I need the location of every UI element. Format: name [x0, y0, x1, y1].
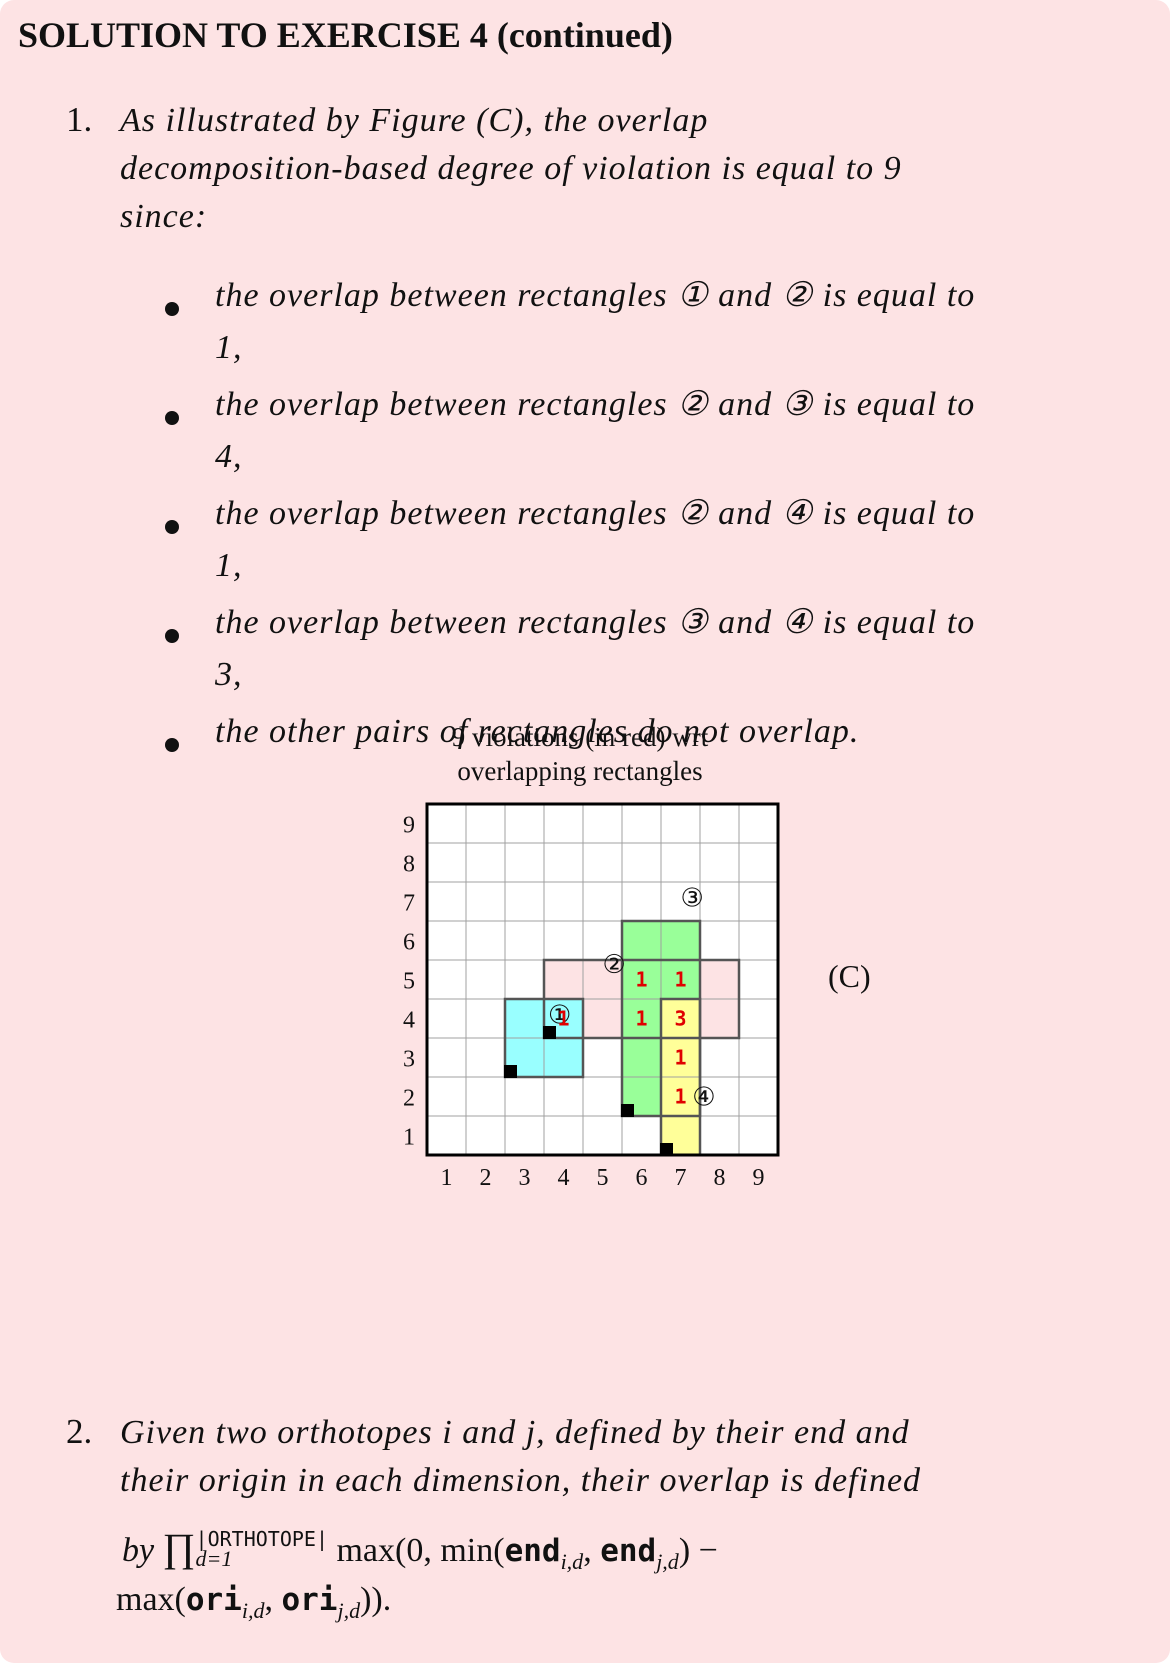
item2-line1: Given two orthotopes i and j, defined by…: [120, 1414, 910, 1451]
bullet-continuation: 3,: [215, 656, 243, 693]
bullet-item: the overlap between rectangles ② and ④ i…: [215, 488, 1135, 592]
bullet-marker: [165, 302, 179, 316]
formula-comma: ,: [264, 1581, 282, 1618]
overlap-formula-line2: max(orii,d, orij,d)).: [116, 1574, 1116, 1637]
violation-value: 1: [674, 1085, 686, 1109]
formula-max2: max(: [116, 1581, 186, 1618]
bullet-continuation: 4,: [215, 438, 243, 475]
rectangle-outline-1: [503, 997, 585, 1079]
bullet-continuation: 1,: [215, 547, 243, 584]
bullet-text: the other pairs of rectangles do not ove…: [215, 713, 860, 750]
bullet-marker: [165, 738, 179, 752]
formula-sub-jd: j,d: [656, 1548, 679, 1574]
violation-value: 1: [674, 968, 686, 992]
overlap-formula: by ∏ |ORTHOTOPE| d=1 max(0, min(endi,d, …: [122, 1522, 1122, 1588]
item1-line2: decomposition-based degree of violation …: [120, 150, 902, 187]
formula-sub-id: i,d: [560, 1548, 584, 1574]
formula-superscript: |ORTHOTOPE|: [195, 1527, 328, 1552]
origin-marker-3: [621, 1104, 634, 1117]
x-tick-label: 5: [597, 1165, 609, 1191]
x-tick-label: 3: [519, 1165, 531, 1191]
page-title: SOLUTION TO EXERCISE 4 (continued): [18, 15, 673, 55]
origin-marker-2: [543, 1026, 556, 1039]
item2-line2: their origin in each dimension, their ov…: [120, 1462, 922, 1499]
rectangle-label-4: ④: [692, 1083, 715, 1113]
rectangle-label-1: ①: [548, 1001, 571, 1031]
violation-value: 1: [635, 968, 647, 992]
formula-by: by: [122, 1532, 155, 1569]
item1-line3: since:: [120, 198, 208, 235]
formula-max-min: max(0, min(: [336, 1532, 505, 1569]
violation-value: 1: [674, 1046, 686, 1070]
formula-subscript: d=1: [195, 1546, 233, 1572]
x-tick-label: 4: [558, 1165, 570, 1191]
bullet-text: the overlap between rectangles ② and ④ i…: [215, 495, 976, 532]
y-tick-label: 5: [403, 969, 415, 995]
y-tick-label: 1: [403, 1125, 415, 1151]
figure-title-line1: 9 violations (in red) wrt: [451, 722, 709, 752]
rectangle-label-2: ②: [603, 950, 626, 980]
y-tick-label: 4: [403, 1008, 415, 1034]
formula-sub-jd: j,d: [337, 1597, 361, 1623]
y-tick-label: 7: [403, 891, 415, 917]
formula-ori-j: ori: [281, 1582, 338, 1618]
figure-label: (C): [828, 958, 871, 994]
y-tick-label: 6: [403, 930, 415, 956]
bullet-text: the overlap between rectangles ① and ② i…: [215, 277, 976, 314]
x-tick-label: 7: [675, 1165, 687, 1191]
formula-end-j: end: [600, 1533, 657, 1569]
formula-close: )).: [360, 1581, 392, 1618]
bullet-item: the overlap between rectangles ① and ② i…: [215, 270, 1135, 374]
x-tick-label: 9: [753, 1165, 765, 1191]
rectangle-label-3: ③: [681, 884, 704, 914]
formula-ori-i: ori: [185, 1582, 242, 1618]
product-symbol: ∏: [162, 1525, 196, 1570]
figure-title-line2: overlapping rectangles: [457, 756, 703, 786]
bullet-continuation: 1,: [215, 329, 243, 366]
bullet-item: the overlap between rectangles ③ and ④ i…: [215, 597, 1135, 701]
bullet-marker: [165, 411, 179, 425]
bullet-item: the other pairs of rectangles do not ove…: [215, 706, 1135, 758]
violation-value: 1: [557, 1007, 569, 1031]
formula-end-i: end: [504, 1533, 561, 1569]
violation-value: 3: [674, 1007, 686, 1031]
x-tick-label: 8: [714, 1165, 726, 1191]
x-tick-label: 2: [480, 1165, 492, 1191]
violation-value: 1: [635, 1007, 647, 1031]
bullet-marker: [165, 629, 179, 643]
bullet-text: the overlap between rectangles ② and ③ i…: [215, 386, 976, 423]
item-number-2: 2.: [66, 1412, 93, 1451]
y-tick-label: 2: [403, 1086, 415, 1112]
x-tick-label: 6: [636, 1165, 648, 1191]
formula-comma: ,: [583, 1532, 601, 1569]
y-tick-label: 9: [403, 813, 415, 839]
x-tick-label: 1: [441, 1165, 453, 1191]
y-tick-label: 8: [403, 852, 415, 878]
figure-title: 9 violations (in red) wrt overlapping re…: [360, 720, 800, 788]
bullet-text: the overlap between rectangles ③ and ④ i…: [215, 604, 976, 641]
formula-close-minus: ) −: [678, 1532, 718, 1569]
item-number-1: 1.: [66, 100, 93, 139]
y-tick-label: 3: [403, 1047, 415, 1073]
origin-marker-4: [660, 1143, 673, 1156]
bullet-item: the overlap between rectangles ② and ③ i…: [215, 379, 1135, 483]
origin-marker-1: [504, 1065, 517, 1078]
bullet-marker: [165, 520, 179, 534]
item1-line1: As illustrated by Figure (C), the overla…: [120, 102, 709, 139]
plot-frame: [425, 802, 780, 1157]
formula-sub-id: i,d: [241, 1597, 265, 1623]
